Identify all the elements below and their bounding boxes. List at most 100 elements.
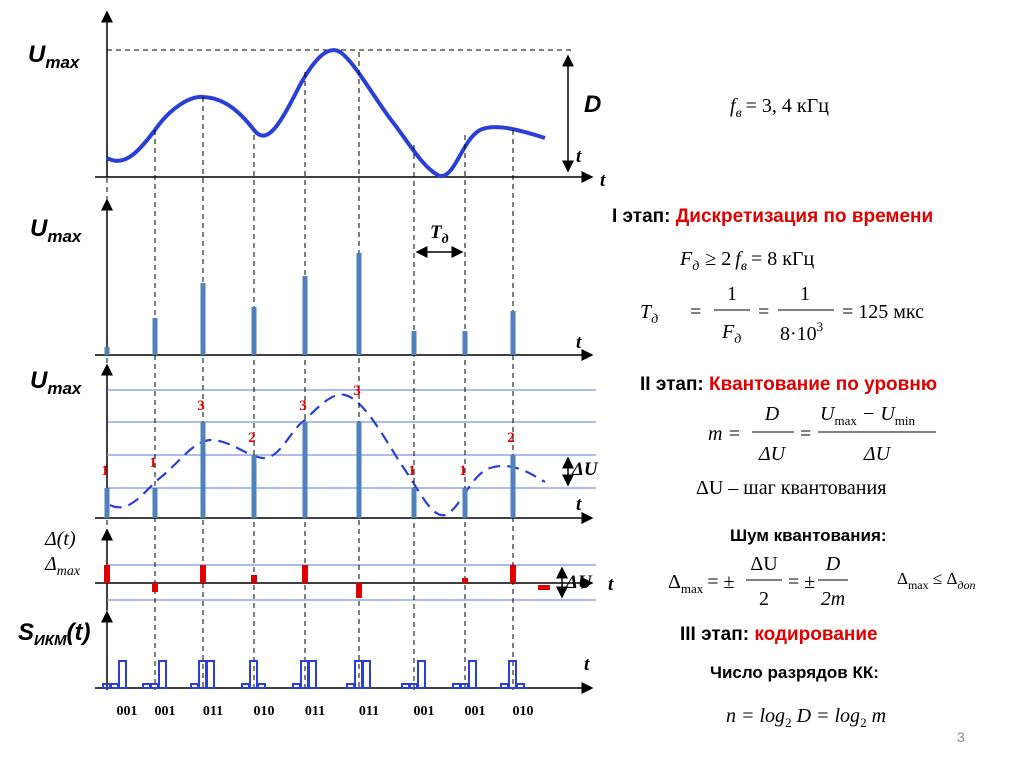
part: ≥ 2 [705, 248, 731, 270]
note: ΔU – шаг квантования [696, 477, 886, 499]
y-label-main: U [30, 215, 48, 242]
period-sub: д [442, 232, 449, 247]
part: = 125 мкс [842, 301, 924, 323]
page-number: 3 [957, 729, 965, 745]
level-label: 3 [299, 398, 307, 414]
code-pulse [516, 683, 525, 689]
code-label: 010 [513, 704, 534, 719]
level-label: 1 [408, 463, 416, 479]
stage-title: I этап: Дискретизация по времени [612, 206, 933, 227]
range-label: D [584, 91, 601, 118]
part: Δ [897, 569, 908, 588]
code-label: 001 [414, 704, 435, 719]
y-label-main: U [30, 367, 48, 394]
t-label: t [576, 494, 582, 515]
part: max [908, 578, 929, 592]
code-pulse [257, 683, 266, 689]
part: max [681, 581, 704, 596]
t-label: t [576, 332, 582, 353]
y-label-main: U [28, 41, 46, 68]
step-label: ΔU [571, 459, 599, 480]
y-label-sub: max [57, 564, 81, 579]
part: U [820, 403, 836, 425]
code-label: 011 [203, 704, 223, 719]
part: f [730, 95, 738, 117]
part: min [895, 413, 916, 428]
part: 8·10 [780, 323, 817, 345]
formula: Fд ≥ 2 fв = 8 кГц [679, 248, 814, 274]
section-title: Число разрядов КК: [710, 663, 879, 682]
y-label-sub: ИКМ [34, 632, 67, 649]
stage-title: II этап: Квантование по уровню [640, 374, 937, 395]
code-label: 011 [305, 704, 325, 719]
part: ≤ Δ [929, 569, 958, 588]
part: 2 [759, 588, 769, 610]
part: f [735, 248, 743, 270]
right-panel: fв = 3, 4 кГц I этап: Дискретизация по вр… [612, 95, 975, 745]
t-label: t [576, 146, 582, 167]
y-label-sub: max [47, 227, 83, 246]
quantized-bar [302, 422, 308, 518]
part: 2 [785, 715, 792, 730]
level-label: 3 [353, 383, 361, 399]
part: D [825, 553, 841, 575]
part: 8·103 [780, 319, 823, 345]
level-label: 1 [149, 455, 157, 471]
y-label: Umax [30, 215, 83, 246]
part: m [867, 705, 886, 727]
level-label: 2 [248, 430, 256, 446]
formula: m = D ΔU = Umax − Umin ΔU [708, 403, 936, 465]
part: = 3, 4 кГц [746, 95, 830, 117]
sample-bar [251, 307, 257, 355]
part: 1 [800, 283, 810, 305]
part: = 8 кГц [751, 248, 815, 270]
part: = [758, 301, 769, 323]
part: д [651, 312, 658, 327]
error-mark [104, 565, 110, 583]
quantized-bar [251, 455, 257, 518]
part: = ± [788, 571, 815, 593]
part: F [721, 321, 735, 343]
code-pulse [118, 660, 127, 689]
code-pulse [241, 683, 250, 689]
part: Fд [721, 321, 741, 347]
signal-curve-dashed [109, 393, 546, 517]
error-mark [356, 583, 362, 598]
code-pulse [142, 683, 151, 689]
y-label-main: Δ [44, 553, 57, 575]
quantized-bar [462, 488, 468, 518]
code-pulse [158, 660, 167, 689]
y-label-main: S [18, 619, 34, 646]
sample-bar [104, 347, 110, 355]
t-label: t [584, 654, 590, 675]
code-pulse [362, 660, 371, 689]
left-diagram: Umax D t t Umax Tд t Umax ΔU t Δ(t) Δmax… [18, 10, 614, 719]
quantized-bar [152, 488, 158, 518]
part: ΔU [750, 553, 778, 575]
part: − U [857, 403, 896, 425]
code-label: 001 [117, 704, 138, 719]
part: доп [957, 578, 975, 592]
part: 2m [821, 588, 845, 610]
t-label: t [600, 170, 606, 191]
sample-bar [302, 276, 308, 355]
sample-bar [152, 318, 158, 355]
part: 2 [860, 715, 867, 730]
quantized-bar [510, 455, 516, 518]
code-label: 010 [254, 704, 275, 719]
level-label: 3 [197, 398, 205, 414]
code-pulse [468, 660, 477, 689]
formula: Δmax ≤ Δдоп [897, 569, 975, 592]
error-mark [200, 565, 206, 583]
stage-name: Квантование по уровню [709, 374, 937, 395]
sample-bar [200, 283, 206, 355]
quantized-bar [200, 422, 206, 518]
sample-bar [356, 253, 362, 355]
code-pulse [206, 660, 215, 689]
error-mark [510, 565, 516, 583]
part: 3 [817, 319, 824, 334]
part: ΔU [863, 443, 892, 465]
level-label: 1 [459, 463, 467, 479]
part: D [764, 403, 780, 425]
